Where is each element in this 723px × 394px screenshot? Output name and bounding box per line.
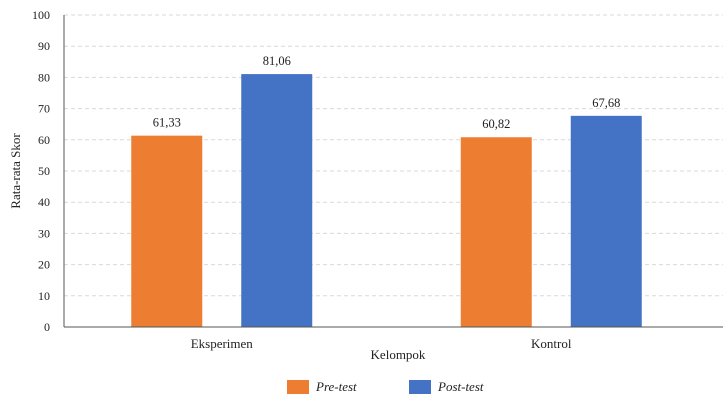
y-tick-label-60: 60 bbox=[38, 133, 50, 147]
bar-post-test-eksperimen bbox=[241, 74, 313, 327]
bar-pre-test-kontrol bbox=[460, 137, 532, 327]
bar-post-test-kontrol bbox=[570, 115, 642, 327]
x-tick-labels: Eksperimen Kontrol bbox=[191, 336, 572, 351]
legend-swatch-pre-test bbox=[287, 380, 309, 394]
data-label-pre-test-eksperimen: 61,33 bbox=[153, 116, 181, 130]
legend: Pre-test Post-test bbox=[287, 379, 484, 394]
y-tick-label-90: 90 bbox=[38, 39, 50, 53]
y-tick-label-10: 10 bbox=[38, 289, 50, 303]
data-labels: 61,33 81,06 60,82 67,68 bbox=[153, 54, 621, 131]
bars bbox=[131, 74, 642, 327]
data-label-pre-test-kontrol: 60,82 bbox=[482, 117, 510, 131]
x-tick-label-kontrol: Kontrol bbox=[531, 336, 572, 351]
y-axis-title: Rata-rata Skor bbox=[8, 133, 23, 209]
y-tick-label-20: 20 bbox=[38, 258, 50, 272]
legend-swatch-post-test bbox=[409, 380, 431, 394]
y-tick-label-30: 30 bbox=[38, 226, 50, 240]
y-tick-label-80: 80 bbox=[38, 70, 50, 84]
data-label-post-test-eksperimen: 81,06 bbox=[263, 54, 291, 68]
x-axis-title: Kelompok bbox=[371, 347, 426, 362]
bar-pre-test-eksperimen bbox=[131, 135, 203, 327]
y-tick-label-40: 40 bbox=[38, 195, 50, 209]
y-tick-label-0: 0 bbox=[44, 320, 50, 334]
axes bbox=[63, 15, 723, 328]
y-tick-labels: 0 10 20 30 40 50 60 70 80 90 100 bbox=[32, 8, 50, 334]
x-tick-label-eksperimen: Eksperimen bbox=[191, 336, 254, 351]
legend-label-post-test: Post-test bbox=[437, 379, 484, 394]
legend-label-pre-test: Pre-test bbox=[315, 379, 357, 394]
y-tick-label-50: 50 bbox=[38, 164, 50, 178]
data-label-post-test-kontrol: 67,68 bbox=[592, 96, 620, 110]
y-tick-label-70: 70 bbox=[38, 102, 50, 116]
y-tick-label-100: 100 bbox=[32, 8, 50, 22]
